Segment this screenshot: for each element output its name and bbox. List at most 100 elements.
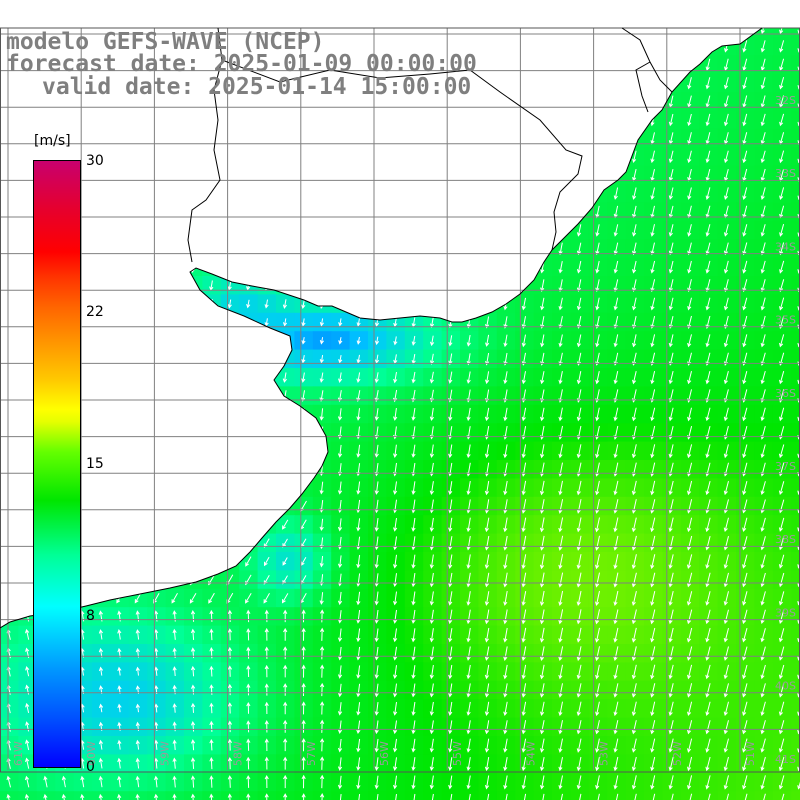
- wind-speed-cell: [276, 441, 295, 461]
- wind-speed-cell: [276, 239, 295, 259]
- wind-arrow: [80, 775, 85, 788]
- wind-arrow: [558, 517, 564, 533]
- wind-speed-cell: [552, 165, 571, 185]
- model-title: modelo GEFS-WAVE (NCEP): [6, 29, 325, 55]
- wind-arrow: [521, 517, 527, 533]
- wind-speed-cell: [588, 73, 608, 93]
- wind-arrow: [283, 4, 286, 14]
- wind-arrow: [779, 297, 785, 311]
- wind-arrow: [760, 297, 766, 311]
- wind-arrow: [337, 610, 343, 624]
- wind-arrow: [668, 646, 674, 662]
- wind-arrow: [540, 738, 545, 753]
- wind-arrow: [227, 408, 232, 421]
- wind-arrow: [356, 646, 361, 661]
- wind-arrow: [245, 114, 251, 126]
- wind-arrow: [449, 4, 452, 15]
- wind-arrow: [668, 242, 674, 256]
- wind-arrow: [742, 591, 748, 606]
- wind-arrow: [172, 775, 177, 788]
- wind-arrow: [668, 407, 674, 422]
- wind-arrow: [374, 794, 379, 800]
- wind-arrow: [760, 113, 766, 127]
- wind-speed-cell: [386, 220, 406, 240]
- wind-arrow: [227, 609, 233, 623]
- wind-arrow: [687, 77, 692, 90]
- wind-speed-cell: [625, 36, 645, 56]
- wind-arrow: [25, 151, 30, 163]
- wind-arrow: [613, 242, 619, 256]
- wind-arrow: [283, 738, 288, 752]
- wind-speed-cell: [165, 349, 185, 369]
- wind-arrow: [429, 371, 434, 384]
- wind-arrow: [595, 701, 600, 717]
- wind-speed-cell: [239, 220, 259, 240]
- wind-arrow: [558, 793, 563, 800]
- wind-speed-cell: [184, 202, 203, 222]
- wind-speed-cell: [441, 220, 461, 240]
- wind-arrow: [576, 205, 582, 219]
- wind-speed-cell: [92, 791, 111, 800]
- wind-arrow: [466, 517, 471, 533]
- wind-arrow: [448, 664, 453, 680]
- wind-speed-cell: [276, 128, 295, 148]
- wind-arrow: [503, 444, 508, 459]
- wind-speed-cell: [184, 0, 203, 19]
- wind-arrow: [613, 793, 619, 800]
- wind-arrow: [448, 738, 453, 753]
- wind-speed-cell: [257, 110, 277, 130]
- wind-arrow: [429, 609, 434, 625]
- wind-arrow: [264, 701, 269, 715]
- wind-speed-cell: [478, 0, 497, 19]
- wind-arrow: [172, 757, 177, 769]
- wind-arrow: [705, 535, 711, 551]
- wind-arrow: [25, 77, 30, 89]
- wind-arrow: [760, 609, 766, 625]
- wind-arrow: [356, 591, 361, 606]
- wind-speed-cell: [184, 239, 203, 259]
- wind-arrow: [687, 297, 692, 311]
- wind-arrow: [742, 279, 748, 293]
- wind-speed-cell: [478, 128, 498, 148]
- wind-speed-cell: [55, 0, 74, 19]
- wind-arrow: [595, 444, 600, 459]
- wind-arrow: [227, 628, 233, 641]
- wind-arrow: [650, 590, 656, 606]
- wind-speed-cell: [791, 110, 800, 130]
- wind-arrow: [632, 315, 637, 329]
- wind-arrow: [613, 664, 619, 680]
- wind-speed-cell: [147, 552, 167, 571]
- wind-speed-cell: [128, 570, 148, 590]
- wind-speed-cell: [423, 165, 443, 185]
- wind-speed-cell: [18, 92, 38, 111]
- wind-arrow: [687, 664, 693, 680]
- wind-arrow: [705, 701, 711, 717]
- wind-speed-cell: [478, 239, 498, 259]
- wind-arrow: [264, 646, 269, 659]
- wind-speed-cell: [552, 184, 571, 203]
- wind-arrow: [614, 4, 617, 15]
- wind-speed-cell: [644, 55, 663, 75]
- wind-arrow: [521, 646, 527, 662]
- wind-arrow: [778, 738, 785, 753]
- wind-speed-cell: [165, 165, 185, 185]
- wind-arrow: [301, 242, 306, 255]
- wind-arrow: [687, 407, 692, 422]
- wind-speed-cell: [349, 239, 369, 259]
- wind-speed-cell: [110, 202, 130, 222]
- wind-speed-cell: [147, 533, 167, 553]
- wind-speed-cell: [460, 257, 479, 277]
- wind-arrow: [668, 113, 674, 127]
- wind-arrow: [742, 444, 748, 459]
- wind-arrow: [356, 40, 361, 53]
- wind-speed-cell: [184, 570, 203, 590]
- wind-arrow: [411, 279, 416, 292]
- wind-arrow: [705, 572, 711, 588]
- colorbar-tick-label: 0: [86, 759, 95, 775]
- wind-arrow: [264, 132, 269, 145]
- wind-arrow: [613, 168, 619, 182]
- wind-arrow: [705, 77, 711, 90]
- wind-arrow: [613, 297, 619, 311]
- wind-arrow: [485, 40, 490, 53]
- wind-speed-cell: [496, 165, 516, 185]
